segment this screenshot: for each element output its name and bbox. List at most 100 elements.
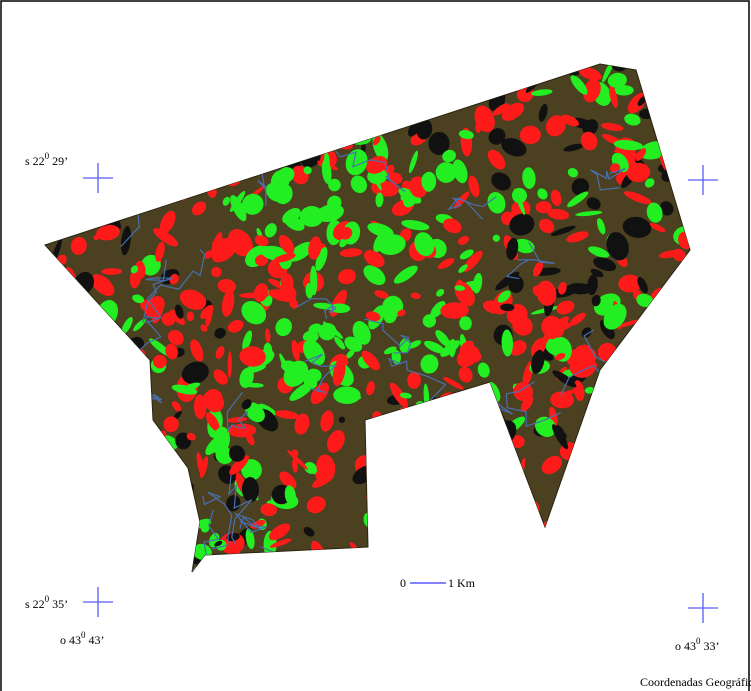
land-patch xyxy=(153,228,179,247)
land-patch xyxy=(221,130,231,139)
land-patch xyxy=(346,349,355,359)
land-patch xyxy=(606,232,629,261)
land-patch xyxy=(611,492,630,518)
land-patch xyxy=(67,510,91,519)
land-patch xyxy=(140,254,161,276)
land-patch xyxy=(435,162,457,183)
land-patch xyxy=(245,402,265,423)
land-patch xyxy=(132,294,145,304)
land-patch xyxy=(618,274,642,293)
land-patch xyxy=(571,533,591,545)
land-patch xyxy=(140,299,152,312)
land-patch xyxy=(643,365,659,375)
land-patch xyxy=(581,327,592,338)
land-patch xyxy=(325,104,347,125)
land-patch xyxy=(506,237,519,260)
land-patch xyxy=(81,376,99,395)
land-patch xyxy=(99,516,127,523)
land-patch xyxy=(101,268,123,275)
land-patch xyxy=(329,117,344,132)
land-patch xyxy=(484,499,498,511)
river xyxy=(45,338,56,387)
land-patch xyxy=(64,95,86,116)
land-patch xyxy=(501,138,527,157)
land-patch xyxy=(371,170,382,191)
river xyxy=(72,324,124,351)
land-patch xyxy=(229,455,249,475)
land-patch xyxy=(283,360,309,387)
land-patch xyxy=(220,103,237,128)
land-patch xyxy=(284,485,296,506)
land-patch xyxy=(85,201,94,219)
land-patch xyxy=(687,402,690,417)
land-patch xyxy=(68,490,81,508)
land-patch xyxy=(76,90,89,103)
land-patch xyxy=(671,95,690,113)
land-patch xyxy=(488,478,506,494)
land-patch xyxy=(47,329,61,344)
land-patch xyxy=(420,428,432,452)
land-patch xyxy=(54,98,79,112)
land-patch xyxy=(308,236,322,260)
land-patch xyxy=(401,470,416,485)
land-patch xyxy=(305,66,328,92)
crosshair xyxy=(688,593,718,623)
land-patch xyxy=(403,501,419,513)
land-patch xyxy=(422,521,435,543)
land-patch xyxy=(477,362,490,378)
land-patch xyxy=(338,416,346,423)
land-patch xyxy=(103,73,125,96)
land-patch xyxy=(228,445,246,462)
land-patch xyxy=(584,510,610,521)
land-patch xyxy=(535,201,552,214)
land-patch xyxy=(112,381,130,396)
land-patch xyxy=(644,432,662,451)
land-patch xyxy=(326,120,343,135)
land-patch xyxy=(214,540,223,547)
land-patch xyxy=(49,454,64,469)
land-patch xyxy=(126,378,138,388)
land-patch xyxy=(446,65,466,84)
land-patch xyxy=(134,96,143,110)
land-patch xyxy=(45,294,55,306)
land-patch xyxy=(277,167,295,184)
land-patch xyxy=(151,492,178,516)
land-patch xyxy=(90,274,115,296)
land-patch xyxy=(254,235,269,247)
land-patch xyxy=(50,285,69,299)
land-patch xyxy=(261,84,271,99)
land-patch xyxy=(88,143,110,168)
land-patch xyxy=(458,442,470,454)
land-patch xyxy=(492,234,500,242)
land-patch xyxy=(305,368,322,383)
land-patch xyxy=(485,516,504,534)
land-patch xyxy=(303,526,315,537)
land-patch xyxy=(474,489,489,512)
land-patch xyxy=(500,71,510,87)
land-patch xyxy=(191,89,213,104)
land-patch xyxy=(689,485,690,509)
land-patch xyxy=(614,85,634,96)
land-patch xyxy=(101,517,128,539)
land-patch xyxy=(107,127,125,145)
land-patch xyxy=(116,372,143,384)
land-patch xyxy=(86,392,107,414)
land-patch xyxy=(487,192,506,214)
land-patch xyxy=(123,526,146,551)
land-patch xyxy=(495,443,505,461)
land-patch xyxy=(463,250,483,272)
river xyxy=(567,495,589,551)
land-patch xyxy=(213,426,230,453)
land-patch xyxy=(393,483,402,500)
land-patch xyxy=(397,309,406,317)
land-patch xyxy=(84,175,92,192)
land-patch xyxy=(86,75,94,91)
land-patch xyxy=(64,430,73,444)
land-patch xyxy=(97,161,116,179)
land-patch xyxy=(445,460,457,476)
land-patch xyxy=(678,364,690,386)
land-patch xyxy=(582,119,599,136)
land-patch xyxy=(82,398,95,408)
land-patch xyxy=(646,491,665,513)
